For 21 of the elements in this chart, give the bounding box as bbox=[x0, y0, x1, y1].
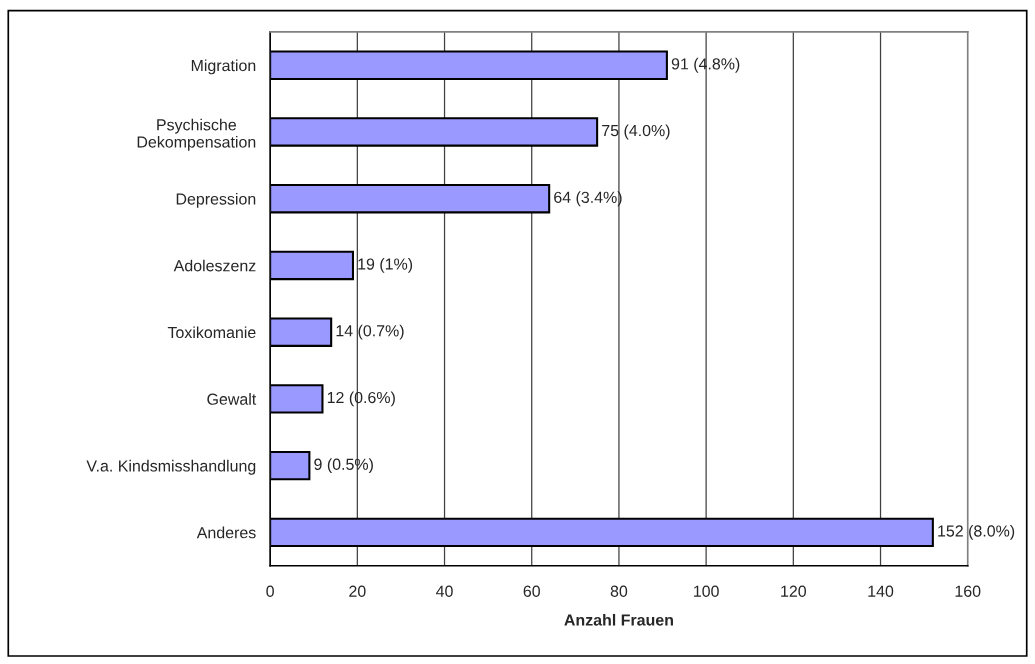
x-axis-title: Anzahl Frauen bbox=[564, 613, 673, 626]
y-tick-label: V.a. Kindsmisshandlung bbox=[86, 459, 256, 475]
y-tick-label: Toxikomanie bbox=[167, 326, 256, 339]
x-tick-label: 40 bbox=[436, 585, 453, 597]
data-label: 14 (0.7%) bbox=[336, 324, 404, 340]
data-label: 152 (8.0%) bbox=[938, 524, 1015, 540]
y-tick-label: Gewalt bbox=[207, 393, 257, 405]
x-tick-label: 0 bbox=[266, 585, 274, 597]
x-tick-label: 60 bbox=[523, 585, 540, 597]
x-tick-label: 100 bbox=[694, 585, 719, 597]
y-tick-label: Migration bbox=[191, 59, 256, 75]
x-tick-label: 120 bbox=[781, 585, 807, 597]
y-tick-label: Anderes bbox=[196, 526, 256, 539]
x-tick-label: 160 bbox=[955, 585, 981, 597]
y-tick-label: Adoleszenz bbox=[173, 259, 256, 272]
y-tick-label: Psychische Dekompensation bbox=[137, 118, 256, 151]
x-tick-label: 80 bbox=[610, 585, 628, 597]
data-label: 19 (1%) bbox=[358, 257, 413, 273]
x-tick-label: 20 bbox=[349, 585, 366, 597]
y-tick-label: Depression bbox=[176, 192, 256, 208]
x-tick-label: 140 bbox=[868, 585, 894, 597]
